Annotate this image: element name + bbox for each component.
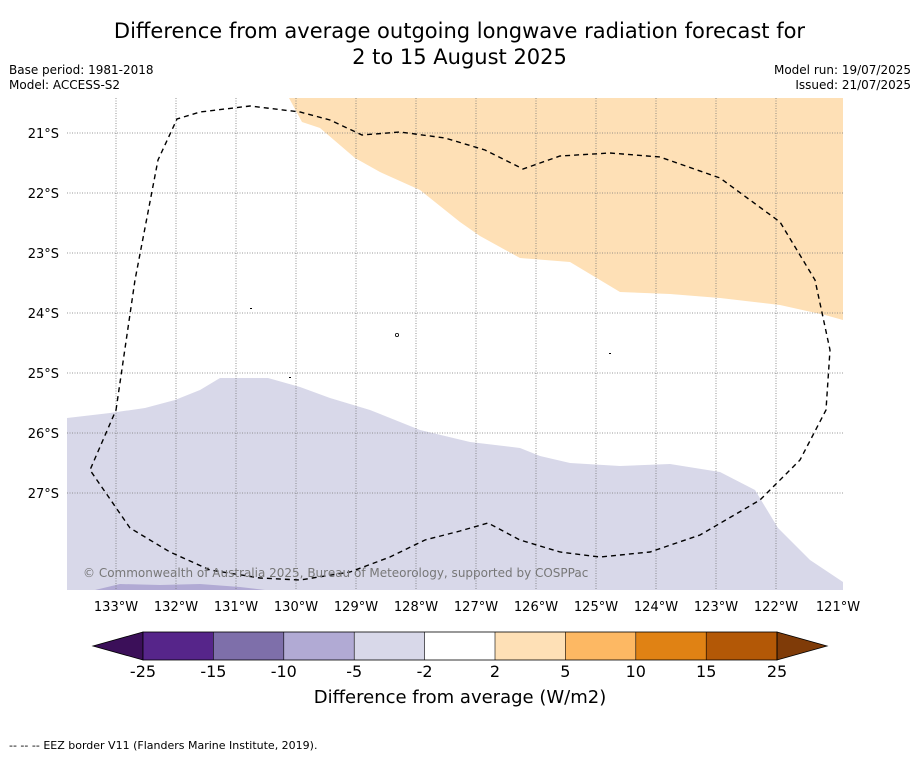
colorbar-tick: 10 xyxy=(626,662,646,681)
colorbar-tick: 15 xyxy=(696,662,716,681)
map-title: Difference from average outgoing longwav… xyxy=(0,18,919,70)
copyright-text: © Commonwealth of Australia 2025, Bureau… xyxy=(83,566,588,580)
colorbar-segment xyxy=(354,632,425,660)
colorbar-tick: 5 xyxy=(560,662,570,681)
colorbar-segment xyxy=(424,632,495,660)
issued-date: Issued: 21/07/2025 xyxy=(795,78,911,92)
lon-label: 133°W xyxy=(94,600,138,615)
colorbar-tick: -10 xyxy=(271,662,297,681)
colorbar-segment xyxy=(213,632,284,660)
lat-label: 26°S xyxy=(28,427,59,442)
title-line-2: 2 to 15 August 2025 xyxy=(352,45,567,69)
colorbar-segment xyxy=(283,632,355,660)
graticule xyxy=(67,98,843,590)
colorbar-segment xyxy=(706,632,778,660)
base-period: Base period: 1981-2018 xyxy=(9,63,154,77)
colorbar-tick: -25 xyxy=(130,662,156,681)
colorbar-tick: -2 xyxy=(417,662,433,681)
negative-anomaly-region xyxy=(67,378,843,590)
lon-label: 127°W xyxy=(454,600,498,615)
lon-label: 130°W xyxy=(274,600,318,615)
colorbar-high-extension xyxy=(776,631,829,661)
colorbar-segment xyxy=(565,632,636,660)
lon-label: 131°W xyxy=(214,600,258,615)
negative-anomaly-sliver xyxy=(95,584,265,590)
lat-label: 23°S xyxy=(28,247,59,262)
colorbar-label: Difference from average (W/m2) xyxy=(314,687,606,708)
lat-label: 22°S xyxy=(28,187,59,202)
lon-label: 123°W xyxy=(694,600,738,615)
colorbar xyxy=(91,631,829,661)
latitude-labels: 21°S 22°S 23°S 24°S 25°S 26°S 27°S xyxy=(28,127,59,502)
islands xyxy=(250,308,611,378)
colorbar-segment xyxy=(495,632,566,660)
lon-label: 128°W xyxy=(394,600,438,615)
lon-label: 121°W xyxy=(816,600,860,615)
lat-label: 21°S xyxy=(28,127,59,142)
colorbar-ticks: -25 -15 -10 -5 -2 2 5 10 15 25 xyxy=(130,662,787,681)
colorbar-low-extension xyxy=(91,631,144,661)
colorbar-tick: -15 xyxy=(200,662,226,681)
colorbar-tick: -5 xyxy=(346,662,362,681)
model-name: Model: ACCESS-S2 xyxy=(9,78,121,92)
eez-legend-text: EEZ border V11 (Flanders Marine Institut… xyxy=(43,739,318,752)
title-line-1: Difference from average outgoing longwav… xyxy=(113,19,806,43)
colorbar-segment xyxy=(143,632,214,660)
legend-footer: -- -- -- EEZ border V11 (Flanders Marine… xyxy=(9,739,317,752)
lon-label: 124°W xyxy=(634,600,678,615)
meta-left: Base period: 1981-2018 Model: ACCESS-S2 xyxy=(9,63,154,93)
colorbar-tick: 2 xyxy=(490,662,500,681)
lon-label: 125°W xyxy=(574,600,618,615)
longitude-labels: 133°W 132°W 131°W 130°W 129°W 128°W 127°… xyxy=(94,600,860,615)
model-run: Model run: 19/07/2025 xyxy=(773,63,911,77)
lon-label: 126°W xyxy=(514,600,558,615)
lat-label: 24°S xyxy=(28,307,59,322)
eez-legend-symbol: -- -- -- xyxy=(9,739,40,752)
lon-label: 129°W xyxy=(334,600,378,615)
positive-anomaly-region xyxy=(289,98,843,320)
meta-right: Model run: 19/07/2025 Issued: 21/07/2025 xyxy=(774,63,911,93)
colorbar-segment xyxy=(635,632,707,660)
lon-label: 122°W xyxy=(754,600,798,615)
lon-label: 132°W xyxy=(154,600,198,615)
colorbar-tick: 25 xyxy=(767,662,787,681)
lat-label: 27°S xyxy=(28,487,59,502)
map-area xyxy=(67,98,843,590)
eez-border xyxy=(89,105,831,581)
lat-label: 25°S xyxy=(28,367,59,382)
